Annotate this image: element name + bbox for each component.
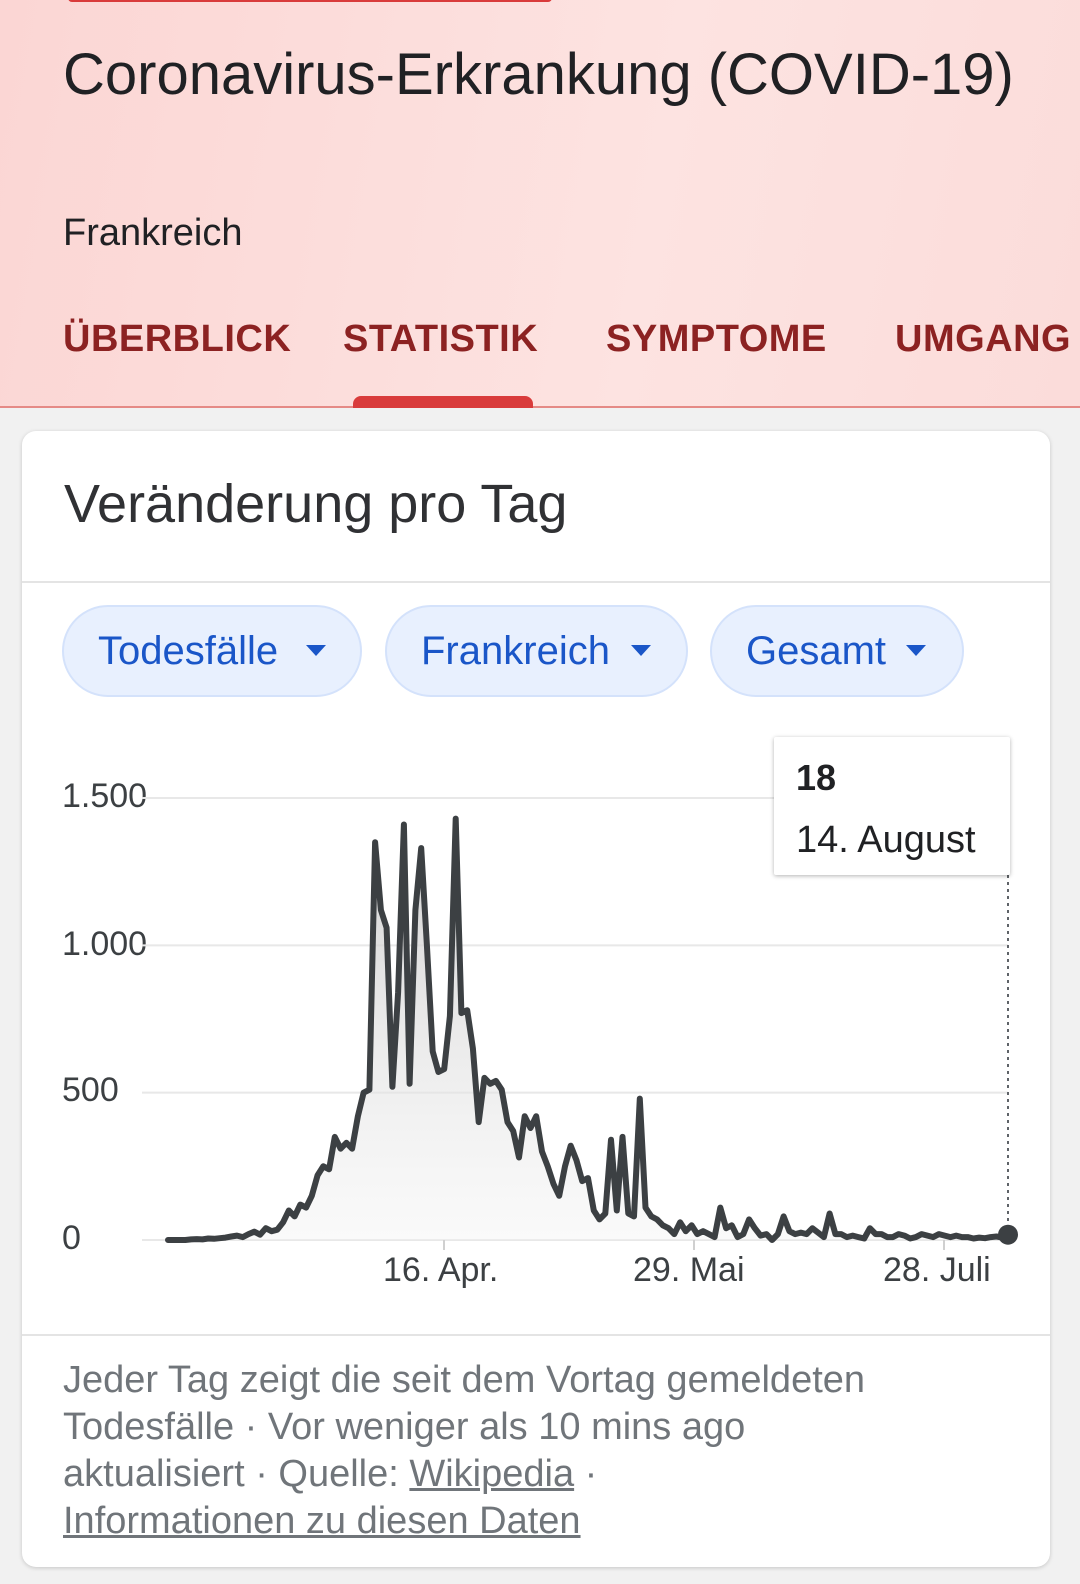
y-tick-label-1500: 1.500 (62, 777, 148, 815)
chevron-down-icon (906, 645, 926, 656)
x-tick-label-juli: 28. Juli (883, 1251, 991, 1289)
y-tick-label-0: 0 (62, 1219, 81, 1257)
metric-filter-chip[interactable]: Todesfälle (62, 605, 362, 697)
region-filter-label: Frankreich (421, 629, 610, 673)
card-divider-top (22, 581, 1050, 583)
metric-filter-label: Todesfälle (98, 629, 279, 673)
app-header: Coronavirus-Erkrankung (COVID-19) Frankr… (0, 0, 1080, 408)
period-filter-chip[interactable]: Gesamt (710, 605, 964, 697)
statistics-card: Veränderung pro Tag Todesfälle Frankreic… (22, 431, 1050, 1567)
tab-statistik[interactable]: STATISTIK (343, 318, 539, 360)
y-tick-label-500: 500 (62, 1071, 119, 1109)
footnote-line-1: Jeder Tag zeigt die seit dem Vortag geme… (63, 1359, 866, 1401)
card-title: Veränderung pro Tag (64, 474, 568, 534)
tooltip-date: 14. August (796, 819, 976, 861)
x-tick-label-mai: 29. Mai (633, 1251, 745, 1289)
header-accent-bar (68, 0, 552, 2)
chart-tooltip: 18 14. August (774, 737, 1010, 875)
page-subtitle: Frankreich (63, 212, 243, 254)
source-link-wikipedia[interactable]: Wikipedia (409, 1453, 575, 1495)
chevron-down-icon (306, 645, 326, 656)
card-divider-bottom (22, 1334, 1050, 1336)
active-tab-indicator (353, 396, 533, 408)
highlight-point (998, 1224, 1018, 1245)
period-filter-label: Gesamt (746, 629, 887, 673)
chevron-down-icon (631, 645, 651, 656)
chart-footnote: Jeder Tag zeigt die seit dem Vortag geme… (63, 1357, 1023, 1545)
data-info-link[interactable]: Informationen zu diesen Daten (63, 1500, 581, 1542)
page-title: Coronavirus-Erkrankung (COVID-19) (63, 42, 1014, 107)
tab-symptome[interactable]: SYMPTOME (606, 318, 827, 360)
tab-bar: ÜBERBLICK STATISTIK SYMPTOME UMGANG (0, 318, 1080, 408)
region-filter-chip[interactable]: Frankreich (385, 605, 688, 697)
footnote-line-2: Todesfälle · Vor weniger als 10 mins ago (63, 1406, 746, 1448)
footnote-separator: · (574, 1453, 598, 1495)
tooltip-value: 18 (796, 757, 837, 798)
y-tick-label-1000: 1.000 (62, 925, 148, 963)
tab-ueberblick[interactable]: ÜBERBLICK (63, 318, 292, 360)
x-tick-label-apr: 16. Apr. (383, 1251, 499, 1289)
tab-umgang[interactable]: UMGANG (895, 318, 1072, 360)
area-fill (168, 818, 1008, 1240)
series-line (165, 815, 1011, 1243)
footnote-line-3: aktualisiert · Quelle: (63, 1453, 410, 1495)
deaths-chart[interactable] (22, 431, 1050, 1331)
